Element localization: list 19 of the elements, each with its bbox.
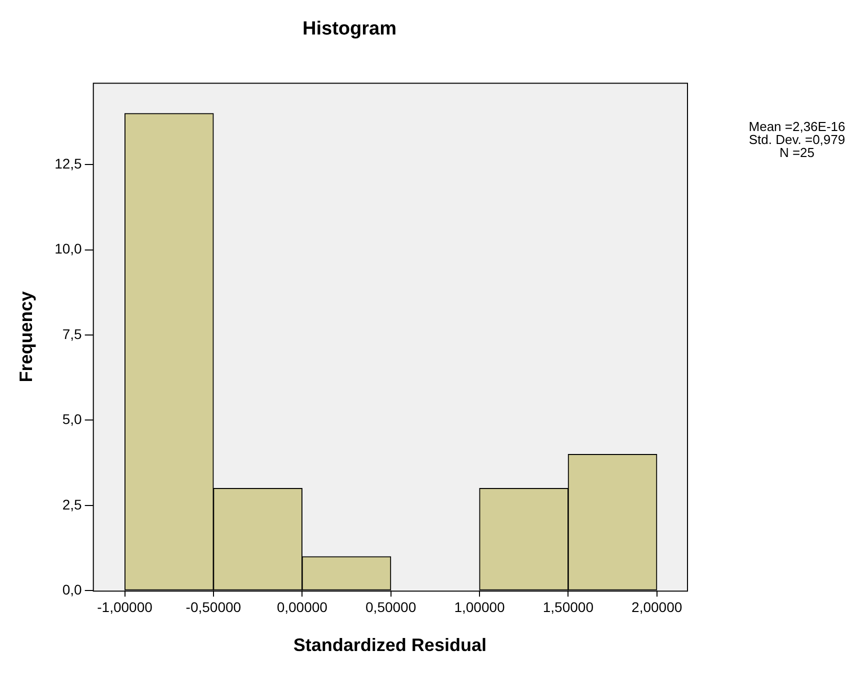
x-tick-label: 0,50000: [366, 598, 416, 615]
x-tick-label: -0,50000: [186, 598, 242, 615]
y-axis-title: Frequency: [16, 291, 36, 382]
y-tick-label: 2,5: [62, 496, 82, 512]
x-tick-label: 2,00000: [632, 598, 682, 615]
x-tick-label: 1,00000: [454, 598, 506, 615]
x-axis-title: Standardized Residual: [293, 635, 486, 656]
text: N =25: [779, 144, 815, 160]
y-tick-label: 0,0: [62, 581, 82, 598]
x-tick-label: -1,00000: [97, 598, 153, 615]
y-tick-label: 10,0: [54, 240, 82, 257]
text: Std. Dev. =0,979: [748, 132, 846, 147]
x-tick-label: 0,00000: [276, 598, 328, 615]
text: Mean =2,36E-16: [748, 118, 846, 134]
y-tick-label: 12,5: [54, 155, 82, 172]
chart-title: Histogram: [302, 18, 396, 40]
y-tick-label: 5,0: [62, 411, 82, 428]
x-tick-label: 1,50000: [542, 598, 594, 615]
y-tick-label: 7,5: [62, 326, 82, 342]
